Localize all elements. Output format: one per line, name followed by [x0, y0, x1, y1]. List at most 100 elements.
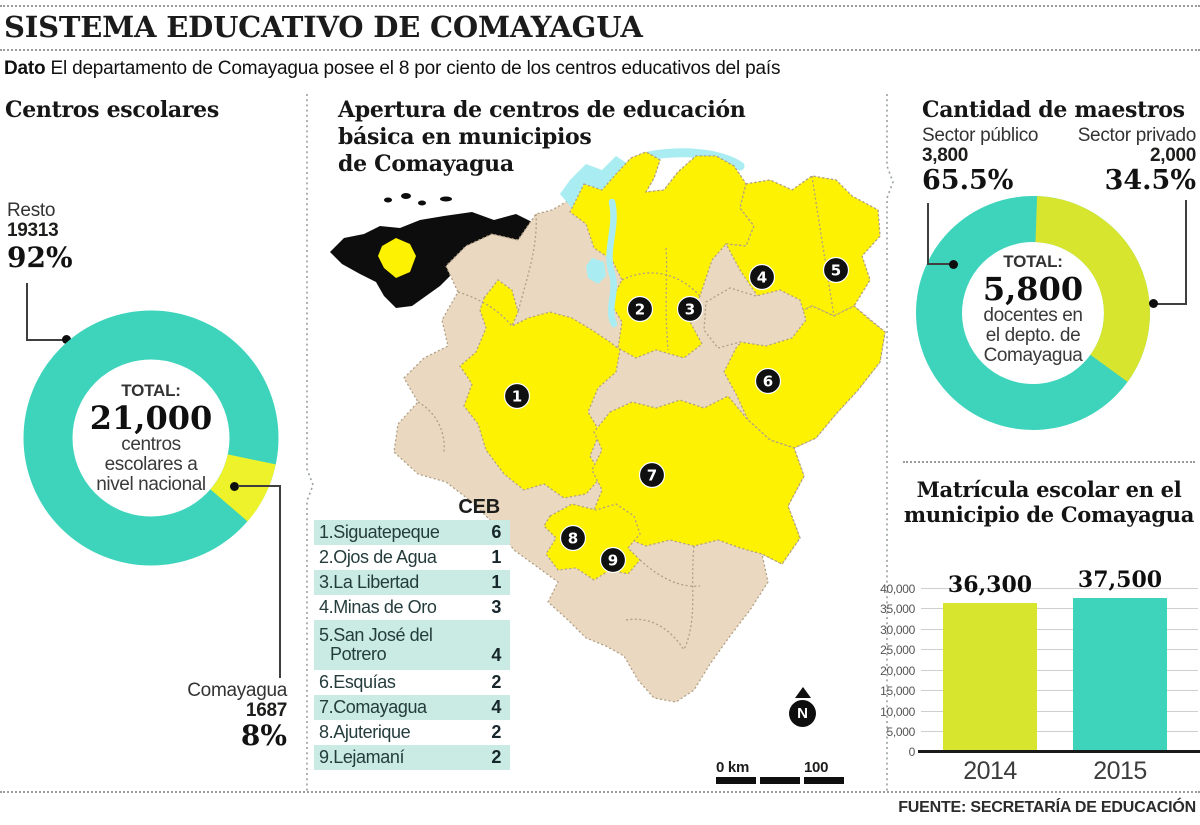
- row-value: 2: [491, 672, 501, 692]
- gridline: [921, 690, 1198, 691]
- center-line3: nivel nacional: [96, 474, 206, 495]
- marker-8: 8: [559, 524, 587, 552]
- border-south-3: [625, 618, 685, 651]
- total-value: 21,000: [89, 399, 213, 437]
- row-value: 2: [491, 722, 501, 742]
- y-axis-tick: 35,000: [880, 602, 915, 616]
- row-value: 1: [491, 547, 501, 567]
- gridline: [921, 731, 1198, 732]
- total-label: TOTAL:: [1003, 252, 1063, 271]
- svg-text:7: 7: [647, 467, 657, 485]
- x-axis-line: [918, 750, 1200, 753]
- coast-water: [643, 148, 745, 171]
- marker-9: 9: [599, 546, 627, 574]
- center-line1: docentes en: [983, 305, 1083, 326]
- y-axis-tick: 25,000: [880, 643, 915, 657]
- border-nw-1: [457, 291, 513, 327]
- table-row: 9.Lejamaní 2: [314, 745, 510, 770]
- resto-leader-h: [26, 339, 66, 341]
- row-name: 7.Comayagua: [319, 697, 427, 717]
- donut-maestros: [916, 196, 1150, 430]
- table-row: 2.Ojos de Agua 1: [314, 545, 510, 570]
- private-value: 2,000: [1149, 145, 1196, 166]
- gridline: [921, 649, 1198, 650]
- subtitle: Dato El departamento de Comayagua posee …: [4, 58, 780, 80]
- ceb-header: CEB: [458, 496, 500, 518]
- matricula-line2: municipio de Comayagua: [903, 502, 1195, 527]
- svg-text:2: 2: [635, 301, 645, 319]
- subtitle-text: El departamento de Comayagua posee el 8 …: [45, 58, 781, 79]
- y-axis-tick: 30,000: [880, 623, 915, 637]
- donut-centros-center-text: TOTAL: 21,000 centros escolares a nivel …: [22, 381, 280, 495]
- donut-segment-comayagua: [209, 453, 276, 522]
- border-nw-2: [517, 213, 537, 313]
- resto-value: 19313: [7, 220, 59, 241]
- comayagua-highlight: [378, 238, 416, 278]
- x-axis-label-2014: 2014: [963, 757, 1017, 785]
- scale-left-label: 0 km: [716, 759, 749, 776]
- region-8-9: [543, 503, 641, 581]
- private-leader-v: [1185, 200, 1187, 305]
- public-value: 3,800: [922, 145, 969, 166]
- ceb-table: CEB 1.Siguatepeque 6 2.Ojos de Agua 1 3.La…: [314, 496, 510, 770]
- left-panel-heading: Centros escolares: [5, 97, 219, 123]
- marker-1: 1: [503, 382, 531, 410]
- table-row: 6.Esquías 2: [314, 670, 510, 695]
- border-west: [417, 401, 445, 453]
- title-rule: [0, 49, 1200, 51]
- gridline: [921, 670, 1198, 671]
- comayagua-slice-label: Comayagua 1687 8%: [148, 681, 287, 751]
- y-axis-tick: 40,000: [880, 582, 915, 596]
- svg-text:4: 4: [757, 269, 767, 287]
- table-row: 8.Ajuterique 2: [314, 720, 510, 745]
- resto-leader-v: [26, 283, 28, 341]
- row-name: 6.Esquías: [319, 672, 396, 692]
- compass-arrow-icon: [795, 687, 811, 698]
- y-axis-tick: 10,000: [880, 705, 915, 719]
- slice-leader-h: [238, 485, 281, 487]
- comayagua-department-map: 1 2 3 4 5 6 7 8 9: [393, 148, 886, 703]
- map-heading-line3: de Comayagua: [338, 151, 514, 177]
- center-line3: Comayagua: [983, 345, 1083, 366]
- bar-2014: [943, 603, 1037, 752]
- donut-segment-privado: [1034, 196, 1150, 382]
- bar-value-2015: 37,500: [1077, 567, 1163, 593]
- marker-3: 3: [676, 295, 704, 323]
- comayagua-label: Comayagua: [187, 680, 287, 701]
- center-line2: el depto. de: [985, 325, 1081, 346]
- row-name: 3.La Libertad: [319, 572, 419, 592]
- bar-2015: [1073, 598, 1167, 752]
- donut-segment-resto: [23, 310, 279, 566]
- region-1: [459, 279, 621, 499]
- scale-bar-segment: [760, 777, 800, 784]
- y-axis-tick: 15,000: [880, 684, 915, 698]
- scale-bar-segment: [804, 777, 844, 784]
- center-line2: escolares a: [104, 454, 198, 475]
- marker-6: 6: [754, 367, 782, 395]
- row-value: 3: [491, 597, 501, 617]
- gridline: [921, 608, 1198, 609]
- divider-right: [886, 94, 894, 792]
- scale-bar-segment: [716, 777, 756, 784]
- map-markers: 1 2 3 4 5 6 7 8 9: [503, 256, 850, 574]
- map-heading-line1: Apertura de centros de educación: [338, 97, 746, 123]
- top-rule: [0, 5, 1200, 7]
- matricula-heading: Matrícula escolar en el municipio de Com…: [903, 477, 1195, 527]
- total-value: 5,800: [982, 270, 1084, 308]
- comayagua-value: 1687: [245, 700, 287, 721]
- center-line1: centros: [121, 434, 181, 455]
- row-name: 8.Ajuterique: [319, 722, 411, 742]
- y-axis-tick: 20,000: [880, 664, 915, 678]
- resto-pct: 92%: [7, 241, 73, 274]
- row-value: 4: [491, 645, 501, 665]
- resto-label: Resto: [7, 200, 56, 221]
- resto-leader-dot: [62, 335, 71, 344]
- region-7: [591, 395, 805, 565]
- slice-leader-v: [279, 485, 281, 678]
- border-south-1: [639, 559, 701, 587]
- svg-text:9: 9: [608, 552, 618, 570]
- honduras-shape: [330, 212, 558, 308]
- marker-7: 7: [638, 461, 666, 489]
- row-value: 1: [491, 572, 501, 592]
